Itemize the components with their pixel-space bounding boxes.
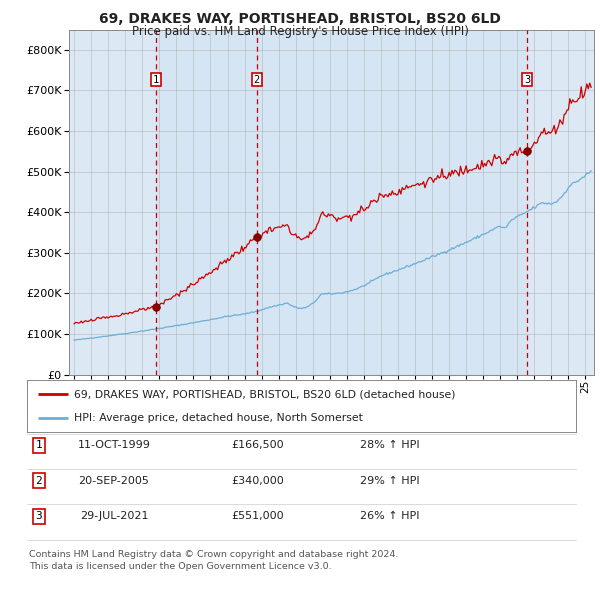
Text: £166,500: £166,500: [232, 441, 284, 450]
Text: 69, DRAKES WAY, PORTISHEAD, BRISTOL, BS20 6LD: 69, DRAKES WAY, PORTISHEAD, BRISTOL, BS2…: [99, 12, 501, 26]
Text: Price paid vs. HM Land Registry's House Price Index (HPI): Price paid vs. HM Land Registry's House …: [131, 25, 469, 38]
Text: Contains HM Land Registry data © Crown copyright and database right 2024.: Contains HM Land Registry data © Crown c…: [29, 550, 398, 559]
Text: 2: 2: [35, 476, 43, 486]
Text: This data is licensed under the Open Government Licence v3.0.: This data is licensed under the Open Gov…: [29, 562, 331, 571]
Text: 26% ↑ HPI: 26% ↑ HPI: [360, 512, 419, 521]
Bar: [155, 30, 257, 375]
Text: 1: 1: [35, 441, 43, 450]
Text: 69, DRAKES WAY, PORTISHEAD, BRISTOL, BS20 6LD (detached house): 69, DRAKES WAY, PORTISHEAD, BRISTOL, BS2…: [74, 389, 455, 399]
Text: 20-SEP-2005: 20-SEP-2005: [79, 476, 149, 486]
Text: 3: 3: [524, 74, 530, 84]
Bar: [257, 30, 527, 375]
Text: 1: 1: [152, 74, 159, 84]
Text: £340,000: £340,000: [232, 476, 284, 486]
Text: 11-OCT-1999: 11-OCT-1999: [77, 441, 151, 450]
Text: HPI: Average price, detached house, North Somerset: HPI: Average price, detached house, Nort…: [74, 414, 362, 424]
Text: £551,000: £551,000: [232, 512, 284, 521]
Text: 29% ↑ HPI: 29% ↑ HPI: [360, 476, 419, 486]
Text: 3: 3: [35, 512, 43, 521]
Text: 28% ↑ HPI: 28% ↑ HPI: [360, 441, 419, 450]
Text: 2: 2: [254, 74, 260, 84]
Text: 29-JUL-2021: 29-JUL-2021: [80, 512, 148, 521]
